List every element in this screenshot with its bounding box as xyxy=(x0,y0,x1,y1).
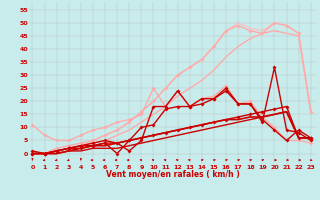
X-axis label: Vent moyen/en rafales ( km/h ): Vent moyen/en rafales ( km/h ) xyxy=(106,170,240,179)
